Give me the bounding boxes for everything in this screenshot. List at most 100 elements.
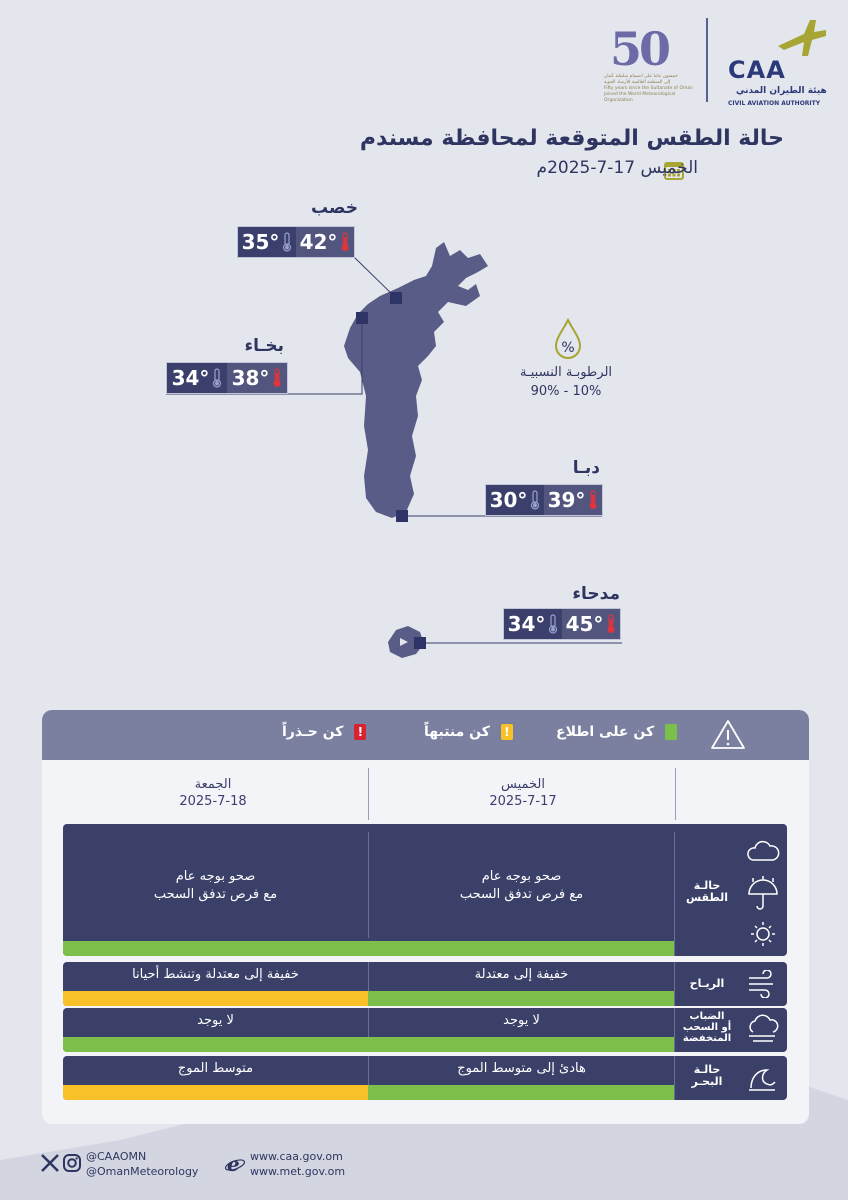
max-temp-madha: 45°	[562, 609, 620, 639]
sea-friday: متوسط الموج	[177, 1061, 254, 1076]
max-temp-value: 39°	[547, 488, 586, 512]
level-bar-fog	[63, 1037, 674, 1052]
weather-thursday-line1: صحو بوجه عام	[481, 869, 562, 884]
logo-divider	[706, 18, 708, 102]
yellow-exclamation-icon: !	[500, 724, 513, 740]
winds-thursday: خفيفة إلى معتدلة	[474, 967, 569, 982]
row-label-line: الطقس	[685, 891, 729, 904]
weather-friday-line2: مع فرص تدفق السحب	[153, 887, 278, 902]
level-bar-winds-friday	[63, 991, 368, 1006]
fifty-logo-caption: خمسون عاما على انضمام سلطنة عُمان إلى ال…	[604, 74, 694, 104]
legend-attention-label: كن منتبهاً	[424, 724, 490, 740]
row-divider	[674, 1056, 675, 1100]
legend-aware-label: كن على اطلاع	[556, 724, 655, 740]
forecast-date: الخميس 17-7-2025م	[536, 158, 698, 178]
met-website-link[interactable]: www.met.gov.om	[250, 1165, 346, 1178]
fifty-years-logo: 50 خمسون عاما على انضمام سلطنة عُمان إلى…	[604, 22, 694, 104]
forecast-panel: كن على اطلاع ! كن منتبهاً ! كن حـذراً ال…	[42, 710, 809, 1124]
fifty-logo-text: 50	[610, 22, 671, 76]
wind-icon	[749, 970, 773, 998]
warning-triangle-icon	[711, 720, 745, 749]
row-sea: هادئ إلى متوسط الموج متوسط الموج حالـة ا…	[63, 1056, 787, 1100]
thermometer-hot-icon	[607, 614, 615, 633]
temp-box-dibba: 30° 39°	[485, 484, 603, 516]
page-title: حالة الطقس المتوقعة لمحافظة مسندم	[359, 126, 784, 151]
min-temp-value: 34°	[171, 366, 210, 390]
day-date: 2025-7-17	[489, 794, 557, 809]
winds-friday: خفيفة إلى معتدلة وتنشط أحيانا	[132, 967, 299, 982]
legend-warning: ! كن حـذراً	[282, 724, 367, 740]
row-divider	[368, 1008, 369, 1052]
city-name-madha: مدحاء	[572, 584, 620, 604]
level-bar-sea-thursday	[368, 1085, 674, 1100]
madha-marker	[414, 637, 426, 649]
weather-friday-line1: صحو بوجه عام	[175, 869, 256, 884]
fog-cloud-icon	[749, 1014, 779, 1042]
row-divider	[368, 1056, 369, 1100]
weather-thursday: صحو بوجه عام مع فرص تدفق السحب	[369, 868, 674, 904]
khasab-marker	[390, 292, 402, 304]
row-divider	[674, 1008, 675, 1052]
row-winds: خفيفة إلى معتدلة خفيفة إلى معتدلة وتنشط …	[63, 962, 787, 1006]
musandam-map	[344, 242, 488, 518]
level-bar-winds-thursday	[368, 991, 674, 1006]
row-label-line: الضباب	[689, 1011, 725, 1022]
caa-logo: CAA هيئة الطيران المدني CIVIL AVIATION A…	[718, 14, 832, 107]
caa-logo-text: CAA	[728, 56, 786, 84]
x-twitter-icon[interactable]	[40, 1153, 60, 1173]
day-name: الجمعة	[194, 777, 232, 792]
svg-text:%: %	[561, 340, 574, 356]
fifty-caption-line: إلى المنظمة العالمية للأرصاد الجوية	[604, 80, 671, 85]
min-temp-madha: 34°	[504, 609, 562, 639]
thermometer-cold-icon	[549, 614, 558, 634]
umbrella-icon	[748, 879, 778, 895]
day-name: الخميس	[501, 777, 545, 792]
row-label-line: حالـة	[693, 879, 721, 892]
city-name-bukha: بخـاء	[244, 336, 284, 356]
weather-friday: صحو بوجه عام مع فرص تدفق السحب	[63, 868, 368, 904]
thermometer-hot-icon	[273, 368, 281, 387]
fifty-caption-line: joined the World Meteorological Organiza…	[604, 92, 676, 103]
city-name-khasab: خصب	[311, 198, 358, 218]
day-header-friday: الجمعة 2025-7-18	[88, 776, 338, 810]
fifty-caption-line: خمسون عاما على انضمام سلطنة عُمان	[604, 74, 678, 79]
row-label-winds: الريـاح	[689, 977, 725, 990]
map-leader-lines	[166, 256, 622, 649]
max-temp-value: 45°	[565, 612, 604, 636]
min-temp-dibba: 30°	[486, 485, 544, 515]
fog-thursday: لا يوجد	[503, 1013, 540, 1028]
row-label-fog: الضباب أو السحب المنخفضة	[677, 1011, 737, 1044]
twitter-handle[interactable]: @CAAOMN	[86, 1150, 147, 1163]
row-label-weather: حالـة الطقس	[677, 880, 737, 904]
legend-warning-label: كن حـذراً	[282, 724, 344, 740]
max-temp-value: 42°	[299, 230, 338, 254]
row-fog: لا يوجد لا يوجد الضباب أو السحب المنخفضة	[63, 1008, 787, 1052]
caa-website-link[interactable]: www.caa.gov.om	[250, 1150, 343, 1163]
caa-arabic-name: هيئة الطيران المدني	[736, 86, 827, 96]
bukha-marker	[356, 312, 368, 324]
temp-box-madha: 34° 45°	[503, 608, 621, 640]
legend-aware: كن على اطلاع	[556, 724, 677, 740]
browser-e-icon: e	[224, 1152, 246, 1176]
madha-map	[388, 626, 424, 658]
weather-icons	[747, 840, 780, 946]
humidity-value: 10% - 90%	[530, 384, 602, 399]
sea-thursday: هادئ إلى متوسط الموج	[457, 1061, 586, 1076]
fifty-caption-line: Fifty years since the Sultanate of Oman	[604, 86, 693, 91]
min-temp-khasab: 35°	[238, 227, 296, 257]
calendar-icon	[664, 162, 684, 180]
temp-box-khasab: 35° 42°	[237, 226, 355, 258]
city-name-dibba: دبـا	[572, 458, 600, 478]
instagram-icon[interactable]	[62, 1153, 82, 1173]
row-label-line: أو السحب	[682, 1022, 732, 1033]
max-temp-khasab: 42°	[296, 227, 354, 257]
sun-icon	[756, 927, 770, 941]
airplane-logo-icon	[778, 20, 826, 56]
thermometer-hot-icon	[341, 232, 349, 251]
min-temp-value: 30°	[489, 488, 528, 512]
row-label-sea: حالـة البحـر	[677, 1064, 737, 1088]
level-bar-sea-friday	[63, 1085, 368, 1100]
instagram-handle[interactable]: @OmanMeteorology	[86, 1165, 199, 1178]
row-divider	[674, 832, 675, 956]
wave-icon	[749, 1069, 776, 1091]
